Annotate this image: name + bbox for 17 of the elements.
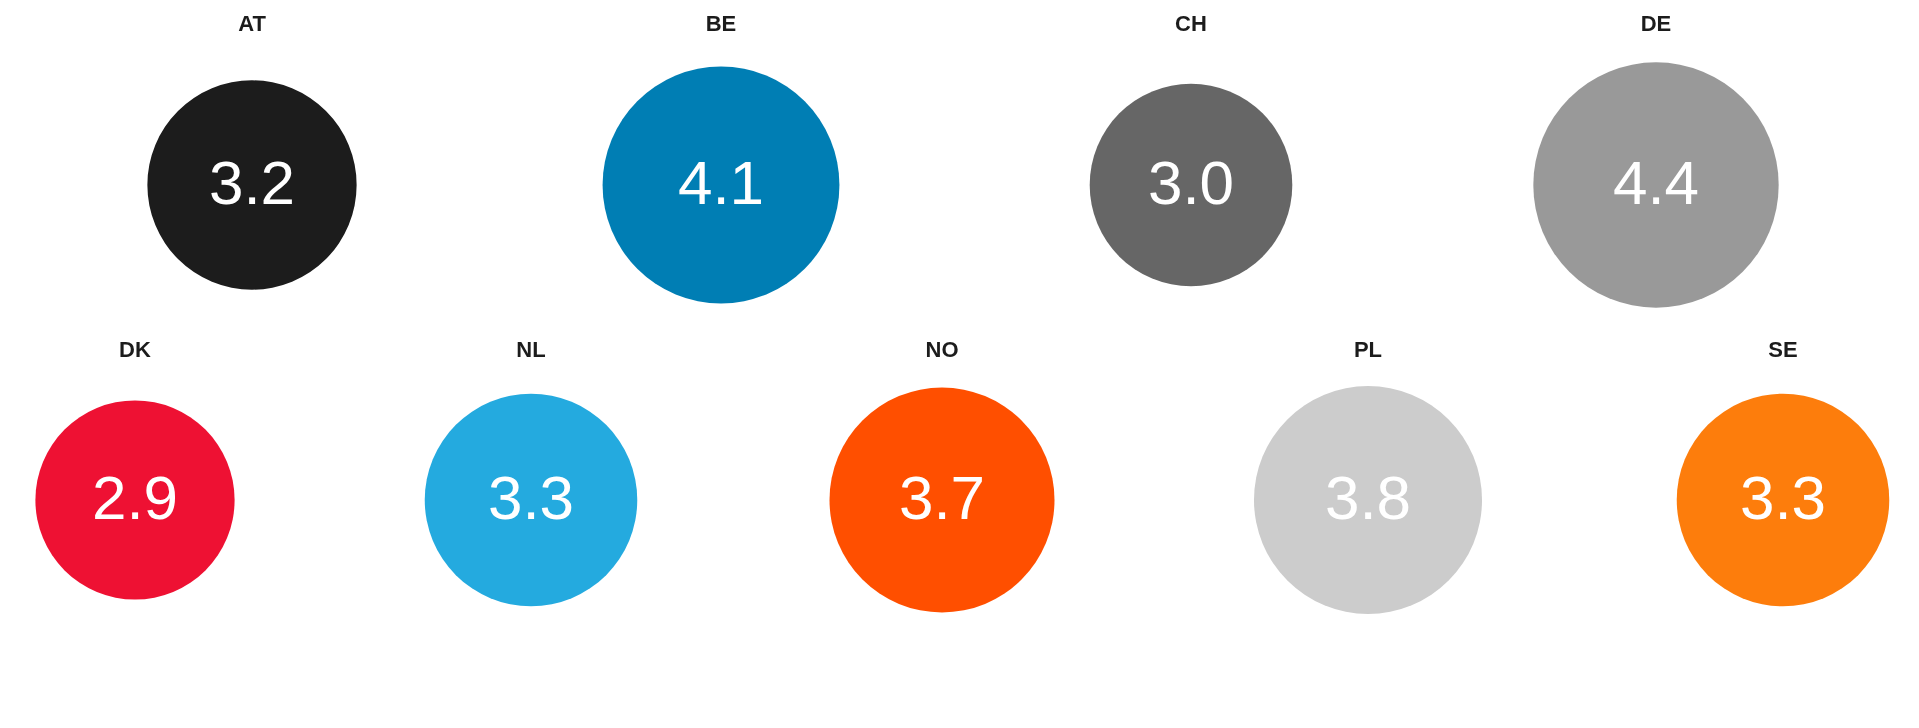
category-label: NO bbox=[925, 337, 959, 362]
data-label: 3.3 bbox=[1739, 463, 1827, 532]
data-label: 4.4 bbox=[1612, 148, 1700, 217]
category-label: BE bbox=[705, 11, 737, 36]
category-label: SE bbox=[1768, 337, 1798, 362]
category-label: NL bbox=[516, 337, 546, 362]
category-label: DK bbox=[119, 337, 151, 362]
data-label: 3.3 bbox=[487, 463, 575, 532]
data-label: 3.0 bbox=[1147, 148, 1235, 217]
data-label: 2.9 bbox=[91, 463, 179, 532]
category-label: PL bbox=[1353, 337, 1383, 362]
data-label: 3.2 bbox=[208, 148, 296, 217]
data-label: 4.1 bbox=[677, 148, 765, 217]
category-label: DE bbox=[1640, 11, 1672, 36]
category-label: AT bbox=[238, 11, 267, 36]
data-label: 3.7 bbox=[898, 463, 986, 532]
category-label: CH bbox=[1175, 11, 1207, 36]
